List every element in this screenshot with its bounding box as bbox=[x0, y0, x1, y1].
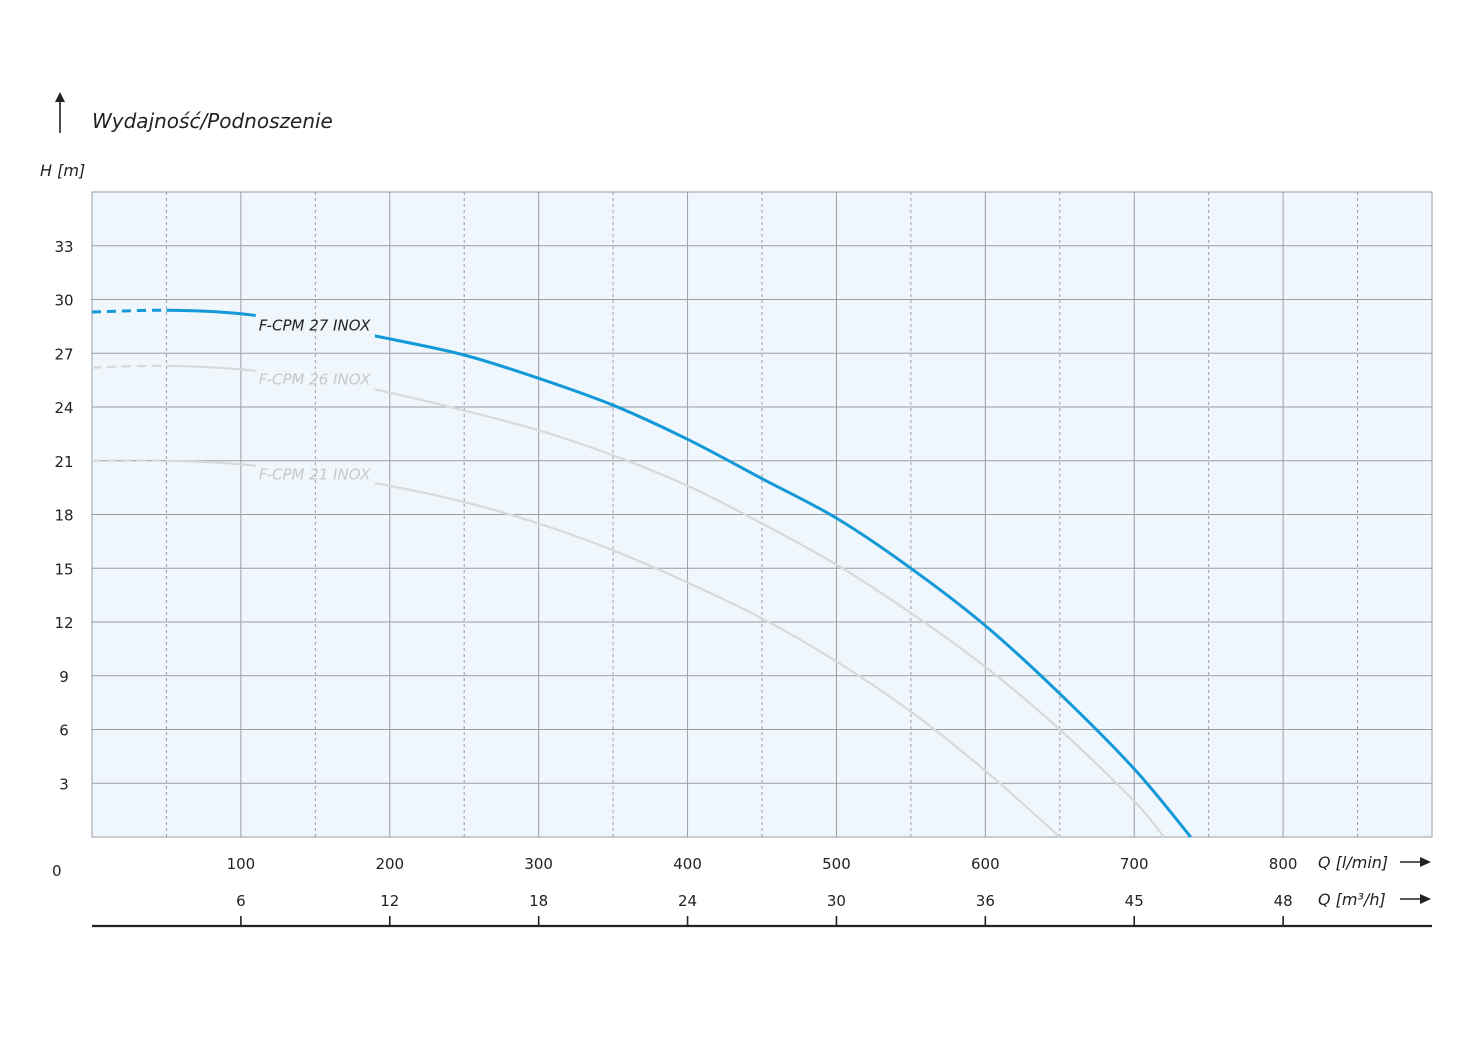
series-f-cpm-21-inox bbox=[91, 459, 1061, 838]
series-line bbox=[374, 388, 1165, 838]
y-tick-label: 27 bbox=[54, 345, 73, 363]
series-line bbox=[374, 481, 1061, 838]
x-tick-label: 200 bbox=[375, 855, 404, 873]
x-axis-arrow-icon bbox=[1400, 857, 1431, 867]
bottom-axis-ticks bbox=[240, 916, 1284, 926]
x2-tick-label: 12 bbox=[380, 892, 399, 910]
x-tick-label: 700 bbox=[1120, 855, 1149, 873]
x2-tick-labels: 6 12 18 24 30 36 45 48 bbox=[236, 892, 1293, 910]
series-f-cpm-26-inox bbox=[91, 364, 1165, 838]
y-tick-label: 12 bbox=[54, 614, 73, 632]
y-tick-label: 30 bbox=[54, 292, 73, 310]
series-f-cpm-27-inox bbox=[91, 308, 1192, 838]
x-tick-label: 800 bbox=[1269, 855, 1298, 873]
x-tick-label: 600 bbox=[971, 855, 1000, 873]
x2-axis-arrow-icon bbox=[1400, 894, 1431, 904]
y-tick-label: 18 bbox=[54, 507, 73, 525]
y-tick-label: 21 bbox=[54, 453, 73, 471]
x2-tick-label: 36 bbox=[976, 892, 995, 910]
x-tick-label: 500 bbox=[822, 855, 851, 873]
x-tick-label: 300 bbox=[524, 855, 553, 873]
y-tick-label: 15 bbox=[54, 560, 73, 578]
x2-tick-label: 24 bbox=[678, 892, 697, 910]
plot-frame bbox=[91, 191, 1433, 838]
series-labels: F-CPM 26 INOX F-CPM 21 INOX F-CPM 27 INOX bbox=[259, 317, 371, 484]
origin-label: 0 bbox=[52, 862, 62, 880]
x-tick-labels: 100 200 300 400 500 600 700 800 bbox=[227, 855, 1298, 873]
series-label: F-CPM 27 INOX bbox=[259, 317, 371, 335]
title-arrow-icon bbox=[55, 92, 65, 133]
y-tick-label: 24 bbox=[54, 399, 73, 417]
x2-tick-label: 48 bbox=[1274, 892, 1293, 910]
x2-axis-label: Q [m³/h] bbox=[1318, 890, 1386, 909]
chart-title: Wydajność/Podnoszenie bbox=[92, 109, 333, 133]
x-axis-label: Q [l/min] bbox=[1318, 853, 1388, 872]
x2-tick-label: 45 bbox=[1125, 892, 1144, 910]
series-label: F-CPM 21 INOX bbox=[259, 465, 371, 483]
y-tick-label: 9 bbox=[59, 668, 69, 686]
y-tick-label: 3 bbox=[59, 775, 69, 793]
series-label: F-CPM 26 INOX bbox=[259, 370, 371, 388]
y-tick-label: 33 bbox=[54, 238, 73, 256]
y-axis-label: H [m] bbox=[40, 161, 85, 180]
x2-tick-label: 6 bbox=[236, 892, 246, 910]
x2-tick-label: 30 bbox=[827, 892, 846, 910]
y-tick-labels: 3 6 9 12 15 18 21 24 27 30 33 bbox=[54, 238, 73, 794]
x2-tick-label: 18 bbox=[529, 892, 548, 910]
y-tick-label: 6 bbox=[59, 722, 69, 740]
series-line bbox=[374, 334, 1192, 838]
series-layer bbox=[91, 308, 1192, 838]
grid bbox=[92, 192, 1432, 837]
x-tick-label: 100 bbox=[227, 855, 256, 873]
x-tick-label: 400 bbox=[673, 855, 702, 873]
